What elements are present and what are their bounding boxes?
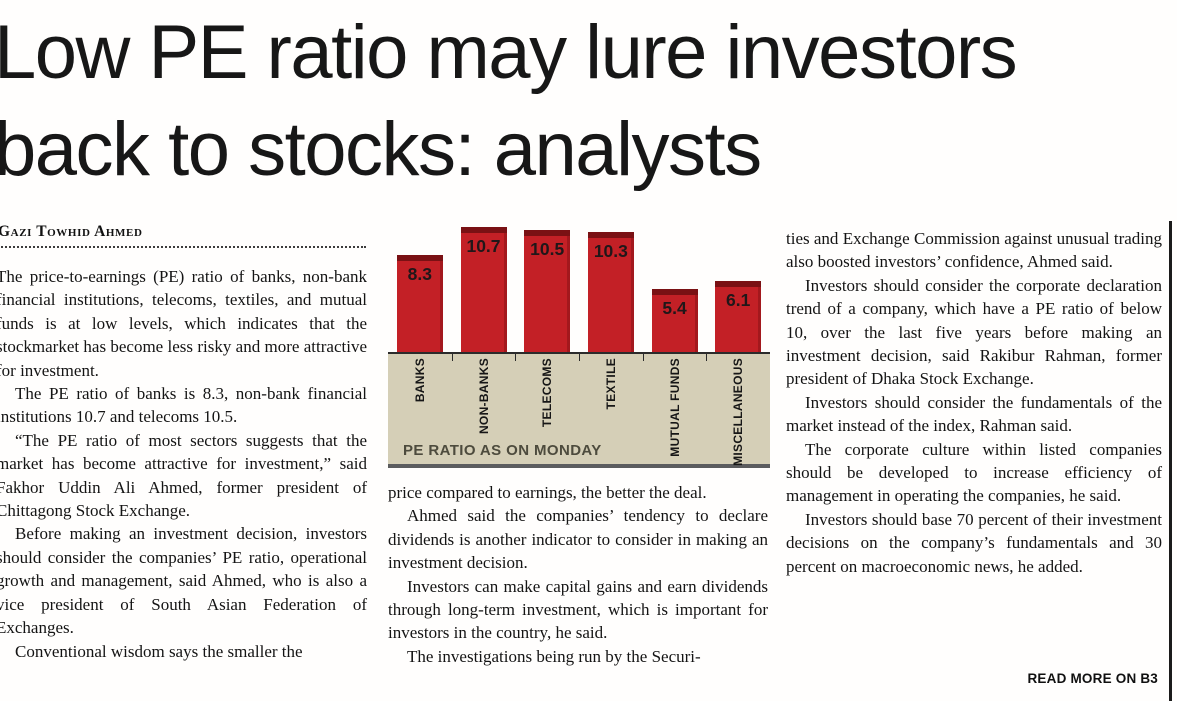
paragraph: “The PE ratio of most sectors suggests t… <box>0 430 367 521</box>
paragraph: Conventional wisdom says the smaller the <box>15 641 303 661</box>
chart-bar-miscellaneous: 6.1 <box>706 224 770 352</box>
bar: 10.7 <box>460 227 507 352</box>
axis-tick <box>451 354 453 361</box>
chart-bar-banks: 8.3 <box>388 224 452 352</box>
category-label-cell: BANKS <box>388 354 452 464</box>
category-label-cell: MUTUAL FUNDS <box>642 354 707 464</box>
category-label-cell: NON-BANKS <box>451 354 516 464</box>
chart-category-label: TELECOMS <box>540 358 555 428</box>
paragraph: Investors should consider the corporate … <box>786 275 1162 389</box>
paragraph: The investigations being run by the Secu… <box>407 646 701 666</box>
chart-plot-area: 8.3 10.7 10.5 10.3 5.4 6.1 <box>388 224 770 352</box>
paragraph: Investors should base 70 percent of thei… <box>786 509 1162 576</box>
read-more-pointer: READ MORE ON B3 <box>1027 671 1158 686</box>
paragraph: Ahmed said the companies’ tendency to de… <box>388 506 768 573</box>
article-column-1: The price-to-earnings (PE) ratio of bank… <box>0 265 367 663</box>
paragraph: The price-to-earnings (PE) ratio of bank… <box>0 267 367 380</box>
chart-category-label: MISCELLANEOUS <box>731 358 746 466</box>
chart-category-label: MUTUAL FUNDS <box>667 358 682 457</box>
axis-tick <box>515 354 517 361</box>
article-headline: Low PE ratio may lure investors back to … <box>0 10 1018 192</box>
article-column-3: ties and Exchange Commission against unu… <box>786 227 1162 578</box>
axis-tick <box>706 354 708 361</box>
pe-ratio-bar-chart: 8.3 10.7 10.5 10.3 5.4 6.1 PE RATIO AS ON MON… <box>388 224 770 468</box>
paragraph: Before making an investment decision, in… <box>0 524 367 638</box>
axis-tick <box>642 354 644 361</box>
bar-value-label: 5.4 <box>662 298 687 318</box>
bar: 5.4 <box>651 289 698 352</box>
bar-value-label: 10.3 <box>593 241 628 261</box>
bar: 8.3 <box>396 255 443 352</box>
paragraph: The corporate culture within listed comp… <box>786 439 1162 506</box>
chart-bar-telecoms: 10.5 <box>515 224 579 352</box>
category-label-cell: MISCELLANEOUS <box>706 354 770 466</box>
chart-bar-non-banks: 10.7 <box>452 224 516 352</box>
chart-category-label: BANKS <box>412 358 427 403</box>
byline-dotted-rule <box>0 245 366 248</box>
bar-value-label: 8.3 <box>407 264 432 284</box>
chart-bar-textile: 10.3 <box>579 224 643 352</box>
category-label-cell: TELECOMS <box>515 354 579 464</box>
bar: 10.3 <box>587 232 634 352</box>
paragraph: price compared to earnings, the better t… <box>388 483 707 502</box>
bar: 10.5 <box>524 230 571 352</box>
paragraph: Investors can make capital gains and ear… <box>388 576 768 643</box>
axis-tick <box>579 354 581 361</box>
paragraph: The PE ratio of banks is 8.3, non-bank f… <box>0 384 367 427</box>
paragraph: ties and Exchange Commission against unu… <box>786 229 1162 272</box>
category-label-cell: TEXTILE <box>579 354 643 464</box>
byline-author: Gazi Towhid Ahmed <box>0 223 143 240</box>
bar: 6.1 <box>715 281 762 352</box>
chart-caption: PE RATIO AS ON MONDAY <box>403 442 602 459</box>
column-divider-rule <box>1169 221 1172 701</box>
bar-value-label: 10.7 <box>466 236 501 256</box>
paragraph: Investors should consider the fundamenta… <box>786 392 1162 436</box>
chart-category-label: TEXTILE <box>603 358 618 410</box>
bar-value-label: 6.1 <box>726 290 751 310</box>
article-column-2: price compared to earnings, the better t… <box>388 481 768 668</box>
chart-category-strip: PE RATIO AS ON MONDAY BANKS NON-BANKS TELE… <box>388 352 770 468</box>
chart-bar-mutual-funds: 5.4 <box>643 224 707 352</box>
bar-value-label: 10.5 <box>530 239 565 259</box>
chart-category-label: NON-BANKS <box>476 358 491 435</box>
byline-block: Gazi Towhid Ahmed <box>0 223 366 248</box>
